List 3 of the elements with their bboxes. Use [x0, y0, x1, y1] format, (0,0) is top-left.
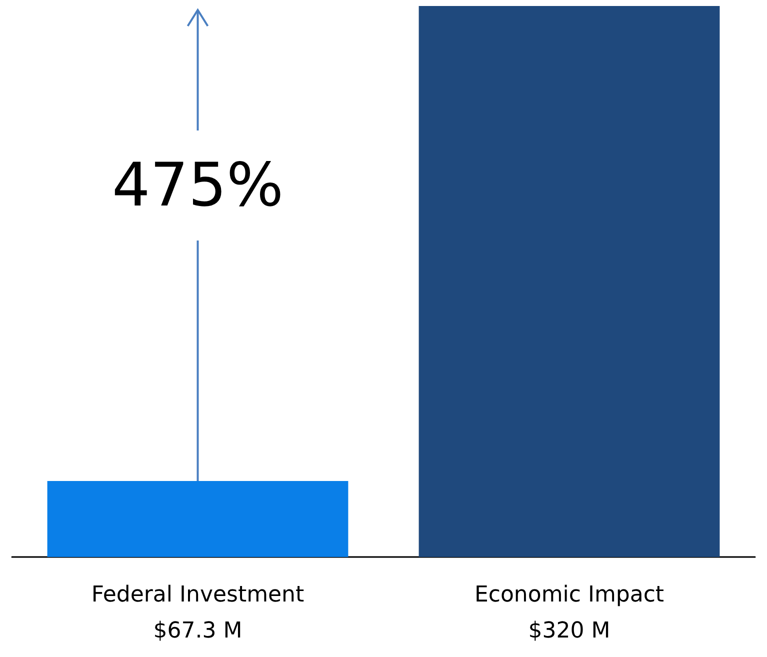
- x-tick-label: Federal Investment $67.3 M: [91, 582, 304, 644]
- annotation: 475%: [112, 150, 284, 220]
- x-tick-label: Economic Impact $320 M: [474, 582, 664, 644]
